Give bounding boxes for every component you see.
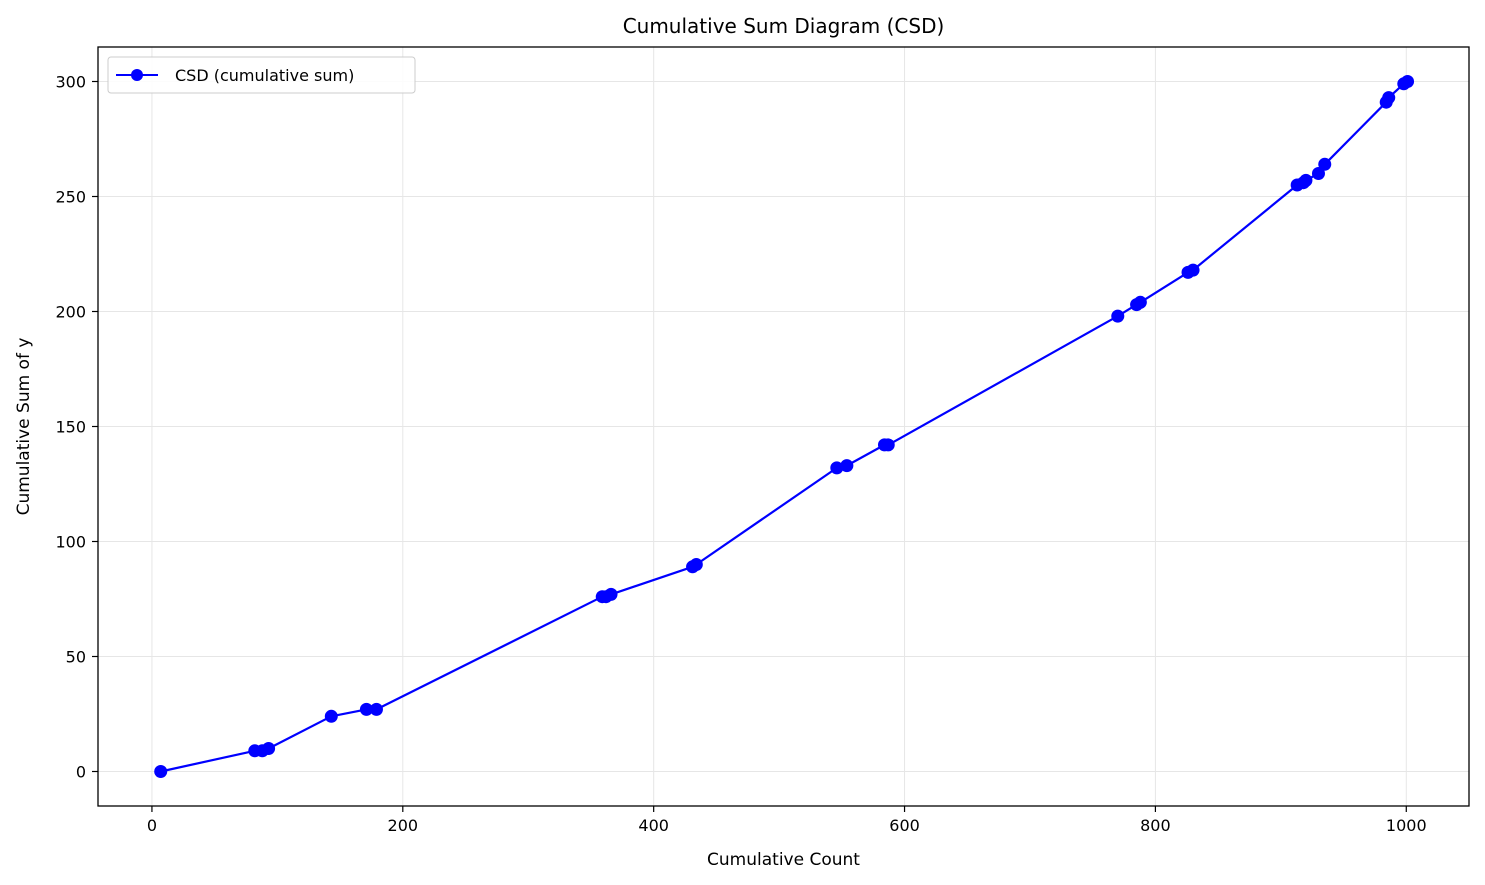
data-point	[324, 709, 338, 723]
x-tick-label: 0	[147, 816, 157, 835]
y-tick-label: 0	[76, 763, 86, 782]
x-tick-label: 800	[1140, 816, 1171, 835]
grid	[98, 47, 1469, 806]
data-point	[1311, 167, 1325, 180]
y-axis-ticks: 0 50 100 150 200 250 300	[55, 73, 98, 782]
x-tick-label: 1000	[1386, 816, 1427, 835]
chart-title: Cumulative Sum Diagram (CSD)	[623, 14, 945, 38]
series-layer	[154, 75, 1415, 778]
data-point	[604, 587, 618, 601]
x-axis-ticks: 0 200 400 600 800 1000	[147, 806, 1427, 835]
x-tick-label: 600	[889, 816, 920, 835]
data-point	[830, 461, 844, 475]
data-point	[1382, 91, 1396, 105]
y-tick-label: 150	[55, 418, 86, 437]
data-point	[689, 558, 703, 571]
y-tick-label: 300	[55, 73, 86, 92]
y-axis-title: Cumulative Sum of y	[14, 338, 34, 516]
data-point	[1318, 157, 1332, 171]
data-point	[262, 742, 276, 755]
data-point	[1186, 263, 1200, 277]
data-point	[881, 438, 895, 452]
legend-box	[107, 56, 416, 94]
data-point	[1299, 173, 1313, 187]
data-point	[1133, 295, 1147, 309]
data-point	[369, 702, 383, 716]
x-tick-label: 400	[638, 816, 669, 835]
legend-label: CSD (cumulative sum)	[175, 66, 354, 85]
x-axis-title: Cumulative Count	[707, 850, 860, 870]
data-point	[1111, 309, 1125, 323]
data-point	[1401, 75, 1415, 88]
legend: CSD (cumulative sum)	[107, 56, 416, 94]
y-tick-label: 50	[66, 648, 86, 667]
y-tick-label: 100	[55, 533, 86, 552]
data-point	[154, 765, 168, 778]
data-point	[840, 459, 854, 473]
legend-marker-swatch	[131, 69, 143, 81]
y-tick-label: 200	[55, 303, 86, 322]
data-point	[359, 702, 373, 716]
y-tick-label: 250	[55, 188, 86, 207]
x-tick-label: 200	[388, 816, 419, 835]
